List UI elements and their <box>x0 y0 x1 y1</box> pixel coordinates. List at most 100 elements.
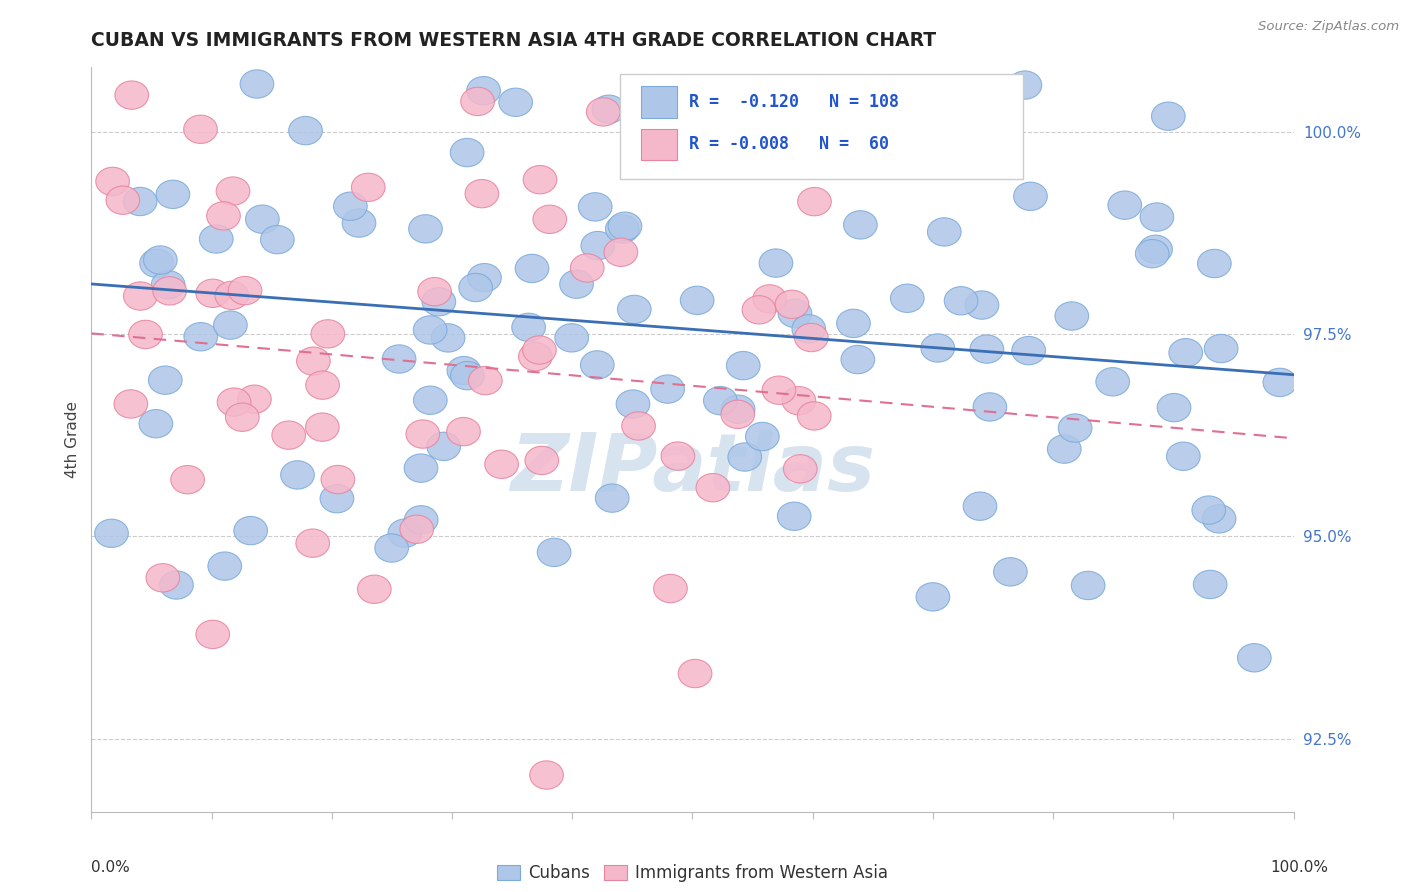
Ellipse shape <box>1157 393 1191 422</box>
Ellipse shape <box>524 446 558 475</box>
Legend: Cubans, Immigrants from Western Asia: Cubans, Immigrants from Western Asia <box>491 858 894 889</box>
Ellipse shape <box>432 324 465 352</box>
Ellipse shape <box>703 386 737 415</box>
Ellipse shape <box>523 166 557 194</box>
Ellipse shape <box>945 286 979 315</box>
Ellipse shape <box>382 345 416 373</box>
Text: 0.0%: 0.0% <box>91 860 131 874</box>
Ellipse shape <box>586 98 620 126</box>
Ellipse shape <box>184 115 218 144</box>
Ellipse shape <box>214 311 247 339</box>
Ellipse shape <box>143 246 177 274</box>
Ellipse shape <box>461 87 495 116</box>
Ellipse shape <box>422 287 456 316</box>
Ellipse shape <box>149 366 183 394</box>
Ellipse shape <box>427 433 461 460</box>
Ellipse shape <box>973 392 1007 421</box>
Ellipse shape <box>406 420 440 448</box>
Ellipse shape <box>281 461 315 489</box>
Ellipse shape <box>152 270 186 299</box>
Ellipse shape <box>1152 102 1185 130</box>
Ellipse shape <box>388 519 422 548</box>
Text: Source: ZipAtlas.com: Source: ZipAtlas.com <box>1258 20 1399 33</box>
Ellipse shape <box>297 347 330 376</box>
Ellipse shape <box>271 421 305 450</box>
Ellipse shape <box>1237 644 1271 672</box>
Ellipse shape <box>208 552 242 581</box>
Ellipse shape <box>841 345 875 374</box>
Ellipse shape <box>515 254 548 283</box>
Ellipse shape <box>468 263 502 292</box>
Ellipse shape <box>1059 414 1092 442</box>
Ellipse shape <box>1108 191 1142 219</box>
Ellipse shape <box>606 215 640 244</box>
Ellipse shape <box>963 492 997 520</box>
Ellipse shape <box>215 281 249 310</box>
Ellipse shape <box>333 192 367 220</box>
Ellipse shape <box>965 291 998 319</box>
Ellipse shape <box>621 412 655 440</box>
FancyBboxPatch shape <box>641 128 676 160</box>
Ellipse shape <box>762 376 796 404</box>
FancyBboxPatch shape <box>620 74 1024 178</box>
Text: R =  -0.120   N = 108: R = -0.120 N = 108 <box>689 93 898 111</box>
Ellipse shape <box>1140 202 1174 231</box>
Ellipse shape <box>139 409 173 438</box>
Ellipse shape <box>794 324 828 351</box>
Ellipse shape <box>465 179 499 208</box>
Ellipse shape <box>485 450 519 478</box>
Ellipse shape <box>146 564 180 592</box>
Ellipse shape <box>200 225 233 253</box>
Ellipse shape <box>921 334 955 362</box>
Ellipse shape <box>533 205 567 234</box>
Ellipse shape <box>218 388 250 417</box>
Ellipse shape <box>1095 368 1129 396</box>
Ellipse shape <box>537 538 571 566</box>
Ellipse shape <box>917 582 949 611</box>
Ellipse shape <box>1168 339 1202 367</box>
Ellipse shape <box>260 226 294 254</box>
Ellipse shape <box>413 386 447 415</box>
Ellipse shape <box>678 659 711 688</box>
Ellipse shape <box>595 484 628 512</box>
Ellipse shape <box>696 474 730 502</box>
Ellipse shape <box>96 167 129 195</box>
Ellipse shape <box>252 21 285 49</box>
Ellipse shape <box>727 351 761 380</box>
Ellipse shape <box>342 209 375 237</box>
Ellipse shape <box>246 205 280 234</box>
Ellipse shape <box>375 533 409 562</box>
Ellipse shape <box>124 282 157 310</box>
Ellipse shape <box>1263 368 1296 397</box>
Ellipse shape <box>1071 571 1105 599</box>
Ellipse shape <box>890 285 924 312</box>
Ellipse shape <box>778 502 811 531</box>
Ellipse shape <box>1047 435 1081 463</box>
Ellipse shape <box>115 81 149 110</box>
Ellipse shape <box>616 390 650 418</box>
Text: R = -0.008   N =  60: R = -0.008 N = 60 <box>689 136 889 153</box>
Ellipse shape <box>970 334 1004 363</box>
Ellipse shape <box>994 558 1028 586</box>
Ellipse shape <box>778 299 811 327</box>
Ellipse shape <box>581 351 614 379</box>
Ellipse shape <box>745 422 779 450</box>
Ellipse shape <box>409 215 443 243</box>
Ellipse shape <box>654 574 688 603</box>
Ellipse shape <box>783 455 817 483</box>
Ellipse shape <box>124 187 157 216</box>
Ellipse shape <box>94 519 128 548</box>
Ellipse shape <box>1008 71 1042 99</box>
Ellipse shape <box>184 323 218 351</box>
Ellipse shape <box>404 454 437 483</box>
Ellipse shape <box>512 313 546 342</box>
Ellipse shape <box>759 249 793 277</box>
Ellipse shape <box>233 516 267 545</box>
Ellipse shape <box>571 254 605 282</box>
Ellipse shape <box>555 324 589 352</box>
Ellipse shape <box>160 571 194 599</box>
Ellipse shape <box>450 138 484 167</box>
Ellipse shape <box>129 320 162 349</box>
Ellipse shape <box>792 315 825 343</box>
Ellipse shape <box>519 343 553 371</box>
